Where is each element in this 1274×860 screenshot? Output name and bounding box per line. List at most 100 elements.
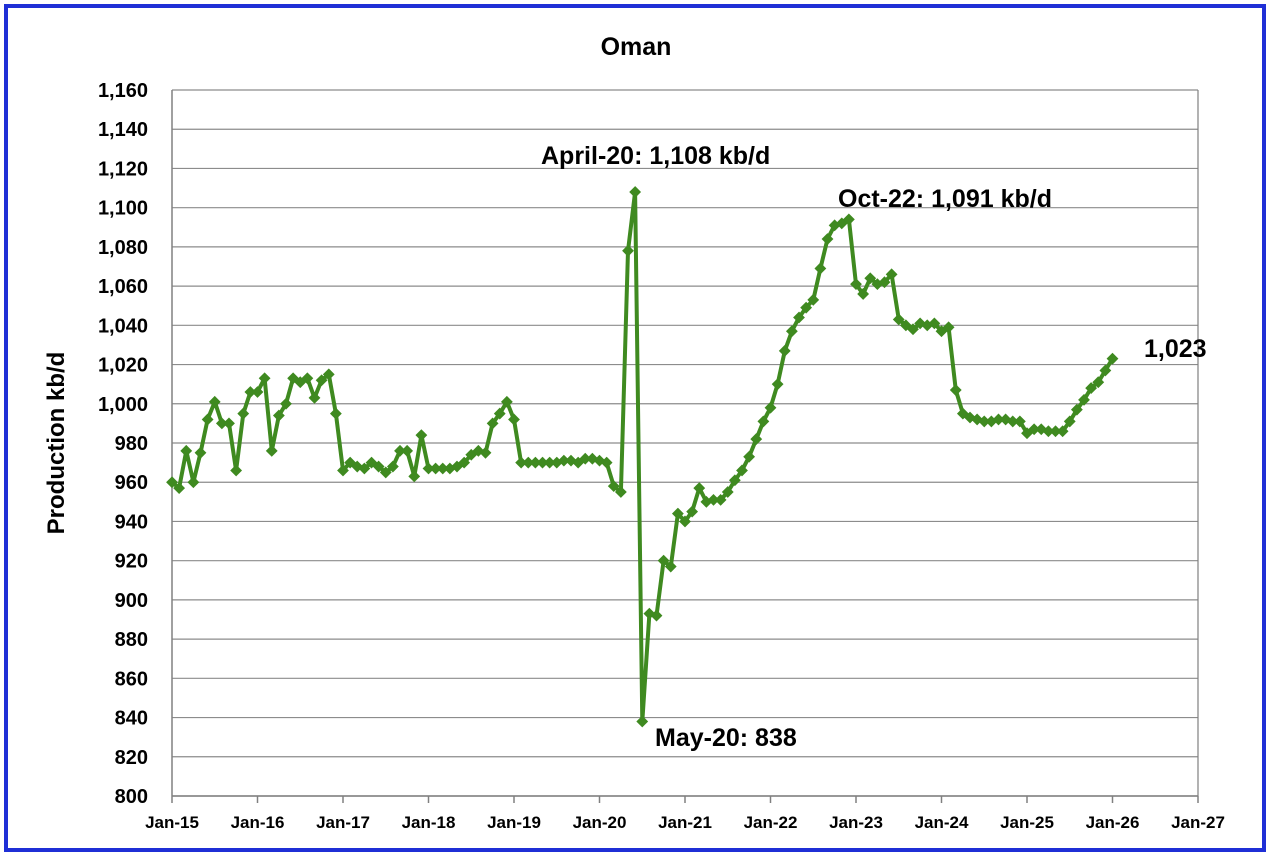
data-point bbox=[757, 415, 770, 428]
data-point bbox=[743, 450, 756, 463]
data-point bbox=[793, 311, 805, 324]
data-point bbox=[907, 323, 919, 336]
data-point bbox=[386, 460, 399, 473]
data-point bbox=[308, 391, 321, 404]
data-point bbox=[636, 715, 649, 728]
data-point bbox=[771, 378, 784, 391]
data-point bbox=[301, 372, 314, 385]
x-tick-label: Jan-27 bbox=[1171, 813, 1225, 832]
data-point bbox=[800, 301, 813, 314]
data-point bbox=[949, 384, 962, 396]
y-tick-label: 940 bbox=[115, 511, 148, 533]
data-point bbox=[892, 313, 905, 326]
y-tick-label: 1,020 bbox=[98, 355, 148, 377]
y-tick-label: 980 bbox=[115, 433, 148, 455]
data-point bbox=[194, 446, 207, 459]
data-point bbox=[928, 317, 941, 330]
data-point bbox=[166, 476, 178, 489]
data-point bbox=[721, 486, 734, 498]
data-point bbox=[607, 480, 620, 493]
x-tick-label: Jan-15 bbox=[145, 813, 199, 832]
data-point bbox=[237, 407, 250, 420]
annotation-peak-oct-22: Oct-22: 1,091 kb/d bbox=[838, 185, 1052, 213]
data-point bbox=[842, 213, 855, 226]
data-point bbox=[315, 374, 328, 387]
x-tick-label: Jan-21 bbox=[658, 813, 712, 832]
data-point bbox=[372, 460, 385, 473]
data-point bbox=[671, 507, 684, 520]
data-point bbox=[1085, 382, 1098, 394]
data-point bbox=[814, 262, 827, 275]
data-point bbox=[807, 293, 820, 306]
data-point bbox=[714, 493, 727, 506]
data-point bbox=[458, 456, 471, 469]
data-point bbox=[778, 344, 791, 357]
data-point bbox=[1063, 415, 1076, 428]
data-point bbox=[265, 444, 278, 457]
data-point bbox=[614, 486, 627, 498]
data-point bbox=[686, 505, 699, 518]
x-tick-label: Jan-19 bbox=[487, 813, 541, 832]
y-tick-label: 860 bbox=[115, 668, 148, 690]
x-tick-label: Jan-24 bbox=[915, 813, 969, 832]
y-tick-label: 920 bbox=[115, 551, 148, 573]
data-point bbox=[415, 429, 428, 442]
data-point bbox=[750, 433, 763, 445]
data-point bbox=[657, 554, 670, 567]
chart-title: Oman bbox=[601, 33, 672, 61]
data-point bbox=[1106, 352, 1119, 365]
x-tick-label: Jan-22 bbox=[744, 813, 798, 832]
data-point bbox=[337, 464, 349, 477]
x-tick-label: Jan-26 bbox=[1086, 813, 1140, 832]
data-point bbox=[679, 515, 691, 528]
annotation-latest-value: 1,023 bbox=[1144, 335, 1207, 363]
y-tick-label: 820 bbox=[115, 747, 148, 769]
data-point bbox=[230, 464, 243, 477]
data-point bbox=[493, 407, 506, 420]
data-point bbox=[173, 482, 186, 495]
data-point bbox=[736, 464, 748, 477]
data-point bbox=[208, 395, 221, 408]
data-point bbox=[650, 609, 663, 622]
data-point bbox=[785, 325, 798, 338]
data-point bbox=[408, 470, 421, 483]
annotation-peak-april-20: April-20: 1,108 kb/d bbox=[541, 142, 770, 170]
data-point bbox=[728, 474, 741, 487]
x-tick-label: Jan-25 bbox=[1000, 813, 1054, 832]
x-tick-label: Jan-23 bbox=[829, 813, 883, 832]
data-point bbox=[878, 276, 891, 289]
data-point bbox=[486, 417, 499, 430]
data-point bbox=[693, 482, 706, 495]
data-point bbox=[280, 397, 292, 410]
data-point bbox=[850, 278, 862, 291]
data-point bbox=[223, 417, 235, 430]
data-point bbox=[508, 413, 520, 426]
data-point bbox=[180, 444, 193, 457]
data-point bbox=[857, 288, 870, 300]
data-point bbox=[1013, 415, 1026, 428]
y-tick-label: 1,100 bbox=[98, 198, 148, 220]
y-tick-label: 1,080 bbox=[98, 237, 148, 259]
y-tick-label: 1,140 bbox=[98, 119, 148, 141]
data-point bbox=[479, 446, 492, 459]
data-point bbox=[379, 466, 392, 479]
data-point bbox=[764, 401, 777, 414]
data-point bbox=[1056, 425, 1069, 438]
axes bbox=[171, 90, 1199, 803]
x-tick-label: Jan-18 bbox=[402, 813, 456, 832]
y-tick-label: 1,040 bbox=[98, 315, 148, 337]
data-point bbox=[821, 233, 834, 245]
data-point bbox=[1078, 393, 1090, 406]
annotation-low-may-20: May-20: 838 bbox=[655, 724, 797, 752]
data-point bbox=[251, 386, 264, 398]
data-point bbox=[1070, 403, 1083, 416]
data-point bbox=[401, 444, 414, 457]
data-point bbox=[629, 186, 642, 198]
x-tick-label: Jan-17 bbox=[316, 813, 370, 832]
data-point bbox=[500, 395, 513, 408]
data-point bbox=[258, 372, 271, 385]
y-tick-label: 960 bbox=[115, 472, 148, 494]
data-point bbox=[329, 407, 342, 420]
y-tick-label: 840 bbox=[115, 708, 148, 730]
